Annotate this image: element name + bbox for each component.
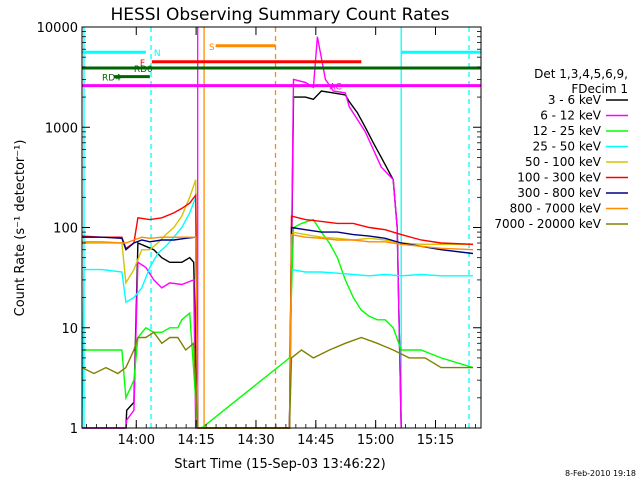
series-line-8 [81,331,473,429]
legend-label-4: 50 - 100 keV [525,155,602,169]
y-tick-label-1: 1000 [45,121,78,136]
x-tick-label-4: 15:00 [357,433,394,448]
legend-label-5: 100 - 300 keV [517,171,601,185]
legend-label-8: 7000 - 20000 keV [494,217,601,231]
x-tick-label-2: 14:30 [237,433,274,448]
state-bar-label-3: RD4 [102,74,121,84]
y-tick-label-3: 10 [61,322,78,337]
legend-label-1: 6 - 12 keV [540,109,602,123]
state-bar-label-4: N [154,49,161,59]
legend-label-2: 12 - 25 keV [533,124,602,138]
legend-header-1: FDecim 1 [571,82,628,96]
legend: Det 1,3,4,5,6,9,FDecim 13 - 6 keV 6 - 12 … [494,67,628,231]
series-line-1 [82,36,402,429]
series-line-0 [82,90,402,429]
legend-label-0: 3 - 6 keV [548,93,602,107]
y-tick-label-0: 10000 [37,21,78,36]
series-line-4 [82,179,473,429]
chart-title: HESSI Observing Summary Count Rates [110,5,449,25]
state-bar-label-2: RD0 [134,65,153,75]
axes: 14:00 14:15 14:30 14:45 15:00 15:15 10000 1000 1… [37,21,482,448]
footer-date: 8-Feb-2010 19:18 [565,469,636,478]
series-line-3 [81,197,473,429]
plot-frame [81,26,482,429]
series-line-6 [82,226,474,429]
legend-header-0: Det 1,3,4,5,6,9, [534,67,628,81]
y-tick-label-2: 100 [53,222,78,237]
legend-label-3: 25 - 50 keV [533,140,602,154]
x-axis-label: Start Time (15-Sep-03 13:46:22) [174,457,385,472]
state-bar-label-6: AC [329,83,341,93]
legend-label-6: 300 - 800 keV [517,186,601,200]
y-tick-label-4: 1 [70,422,78,437]
y-axis-label: Count Rate (s⁻¹ detector⁻¹) [13,140,28,317]
legend-label-7: 800 - 7000 keV [510,202,602,216]
x-tick-label-3: 14:45 [297,433,334,448]
state-bar-label-1: F [140,59,145,69]
x-tick-label-1: 14:15 [177,433,214,448]
series-line-5 [81,193,474,429]
x-tick-label-0: 14:00 [118,433,155,448]
x-tick-label-5: 15:15 [417,433,454,448]
state-bar-label-0: S [209,43,215,53]
